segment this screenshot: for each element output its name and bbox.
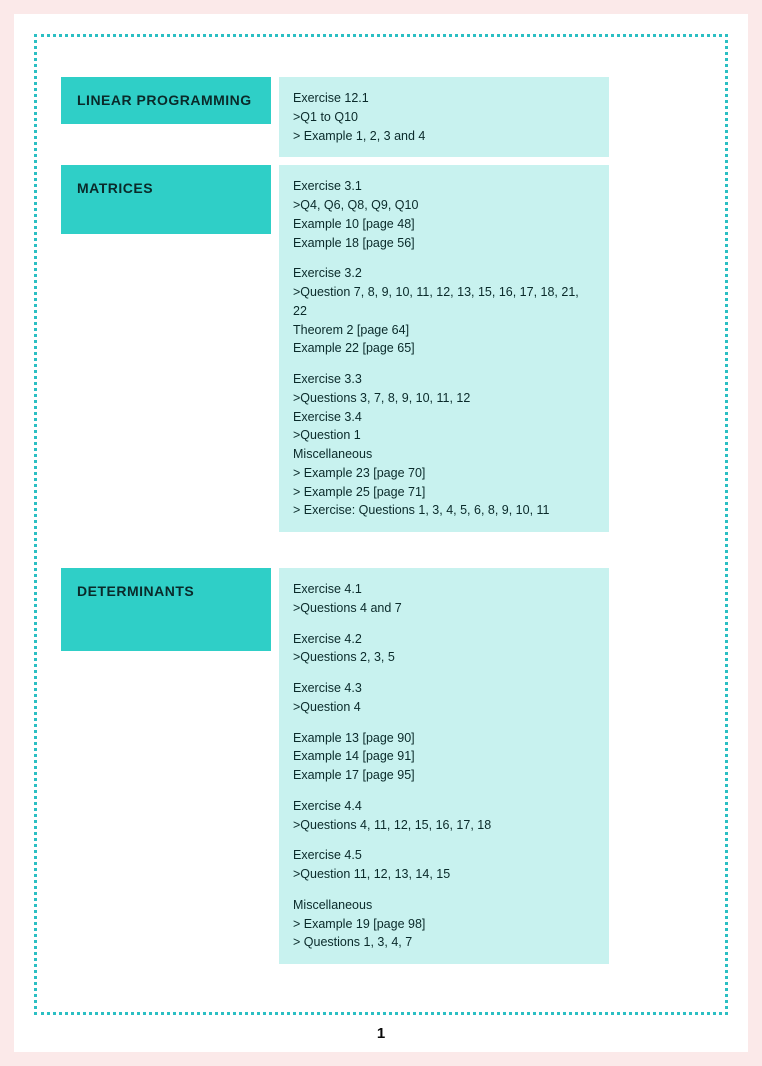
content-line: >Question 4 <box>293 698 595 717</box>
content-group: Exercise 4.1 >Questions 4 and 7 <box>293 580 595 618</box>
content-line: Miscellaneous <box>293 896 595 915</box>
section-linear-programming: LINEAR PROGRAMMING Exercise 12.1 >Q1 to … <box>61 77 701 157</box>
content-line: > Questions 1, 3, 4, 7 <box>293 933 595 952</box>
content-line: Exercise 4.1 <box>293 580 595 599</box>
topic-title-determinants: DETERMINANTS <box>61 568 271 651</box>
content-group: Exercise 3.3 >Questions 3, 7, 8, 9, 10, … <box>293 370 595 520</box>
topic-title-linear-programming: LINEAR PROGRAMMING <box>61 77 271 124</box>
content-matrices: Exercise 3.1 >Q4, Q6, Q8, Q9, Q10 Exampl… <box>279 165 609 532</box>
content-group: Exercise 3.2 >Question 7, 8, 9, 10, 11, … <box>293 264 595 358</box>
content-line: Exercise 3.2 <box>293 264 595 283</box>
content-line: Exercise 4.2 <box>293 630 595 649</box>
content-group: Exercise 3.1 >Q4, Q6, Q8, Q9, Q10 Exampl… <box>293 177 595 252</box>
page-number: 1 <box>34 1025 728 1042</box>
section-determinants: DETERMINANTS Exercise 4.1 >Questions 4 a… <box>61 568 701 964</box>
content-line: Example 14 [page 91] <box>293 747 595 766</box>
content-line: Theorem 2 [page 64] <box>293 321 595 340</box>
content-line: >Question 1 <box>293 426 595 445</box>
content-group: Miscellaneous > Example 19 [page 98] > Q… <box>293 896 595 952</box>
content-line: Exercise 12.1 <box>293 89 595 108</box>
content-determinants: Exercise 4.1 >Questions 4 and 7 Exercise… <box>279 568 609 964</box>
content-line: Exercise 4.4 <box>293 797 595 816</box>
content-line: >Questions 3, 7, 8, 9, 10, 11, 12 <box>293 389 595 408</box>
page-sheet: LINEAR PROGRAMMING Exercise 12.1 >Q1 to … <box>14 14 748 1052</box>
content-group: Exercise 4.4 >Questions 4, 11, 12, 15, 1… <box>293 797 595 835</box>
content-line: >Questions 2, 3, 5 <box>293 648 595 667</box>
content-line: Exercise 3.4 <box>293 408 595 427</box>
content-line: Miscellaneous <box>293 445 595 464</box>
content-line: >Questions 4, 11, 12, 15, 16, 17, 18 <box>293 816 595 835</box>
content-line: >Question 7, 8, 9, 10, 11, 12, 13, 15, 1… <box>293 283 595 321</box>
content-line: >Q1 to Q10 <box>293 108 595 127</box>
content-group: Exercise 4.2 >Questions 2, 3, 5 <box>293 630 595 668</box>
dotted-frame: LINEAR PROGRAMMING Exercise 12.1 >Q1 to … <box>34 34 728 1015</box>
content-group: Exercise 4.5 >Question 11, 12, 13, 14, 1… <box>293 846 595 884</box>
content-line: > Exercise: Questions 1, 3, 4, 5, 6, 8, … <box>293 501 595 520</box>
content-line: >Question 11, 12, 13, 14, 15 <box>293 865 595 884</box>
content-line: Example 22 [page 65] <box>293 339 595 358</box>
content-linear-programming: Exercise 12.1 >Q1 to Q10 > Example 1, 2,… <box>279 77 609 157</box>
topic-title-matrices: MATRICES <box>61 165 271 234</box>
content-line: Example 13 [page 90] <box>293 729 595 748</box>
content-line: Exercise 4.5 <box>293 846 595 865</box>
content-line: > Example 23 [page 70] <box>293 464 595 483</box>
section-matrices: MATRICES Exercise 3.1 >Q4, Q6, Q8, Q9, Q… <box>61 165 701 532</box>
content-group: Example 13 [page 90] Example 14 [page 91… <box>293 729 595 785</box>
content-line: > Example 1, 2, 3 and 4 <box>293 127 595 146</box>
content-line: Exercise 3.3 <box>293 370 595 389</box>
content-line: Example 17 [page 95] <box>293 766 595 785</box>
content-line: >Questions 4 and 7 <box>293 599 595 618</box>
content-line: Exercise 4.3 <box>293 679 595 698</box>
content-line: Example 18 [page 56] <box>293 234 595 253</box>
content-group: Exercise 4.3 >Question 4 <box>293 679 595 717</box>
content-line: >Q4, Q6, Q8, Q9, Q10 <box>293 196 595 215</box>
content-line: Exercise 3.1 <box>293 177 595 196</box>
content-line: > Example 19 [page 98] <box>293 915 595 934</box>
content-line: > Example 25 [page 71] <box>293 483 595 502</box>
content-line: Example 10 [page 48] <box>293 215 595 234</box>
content-group: Exercise 12.1 >Q1 to Q10 > Example 1, 2,… <box>293 89 595 145</box>
